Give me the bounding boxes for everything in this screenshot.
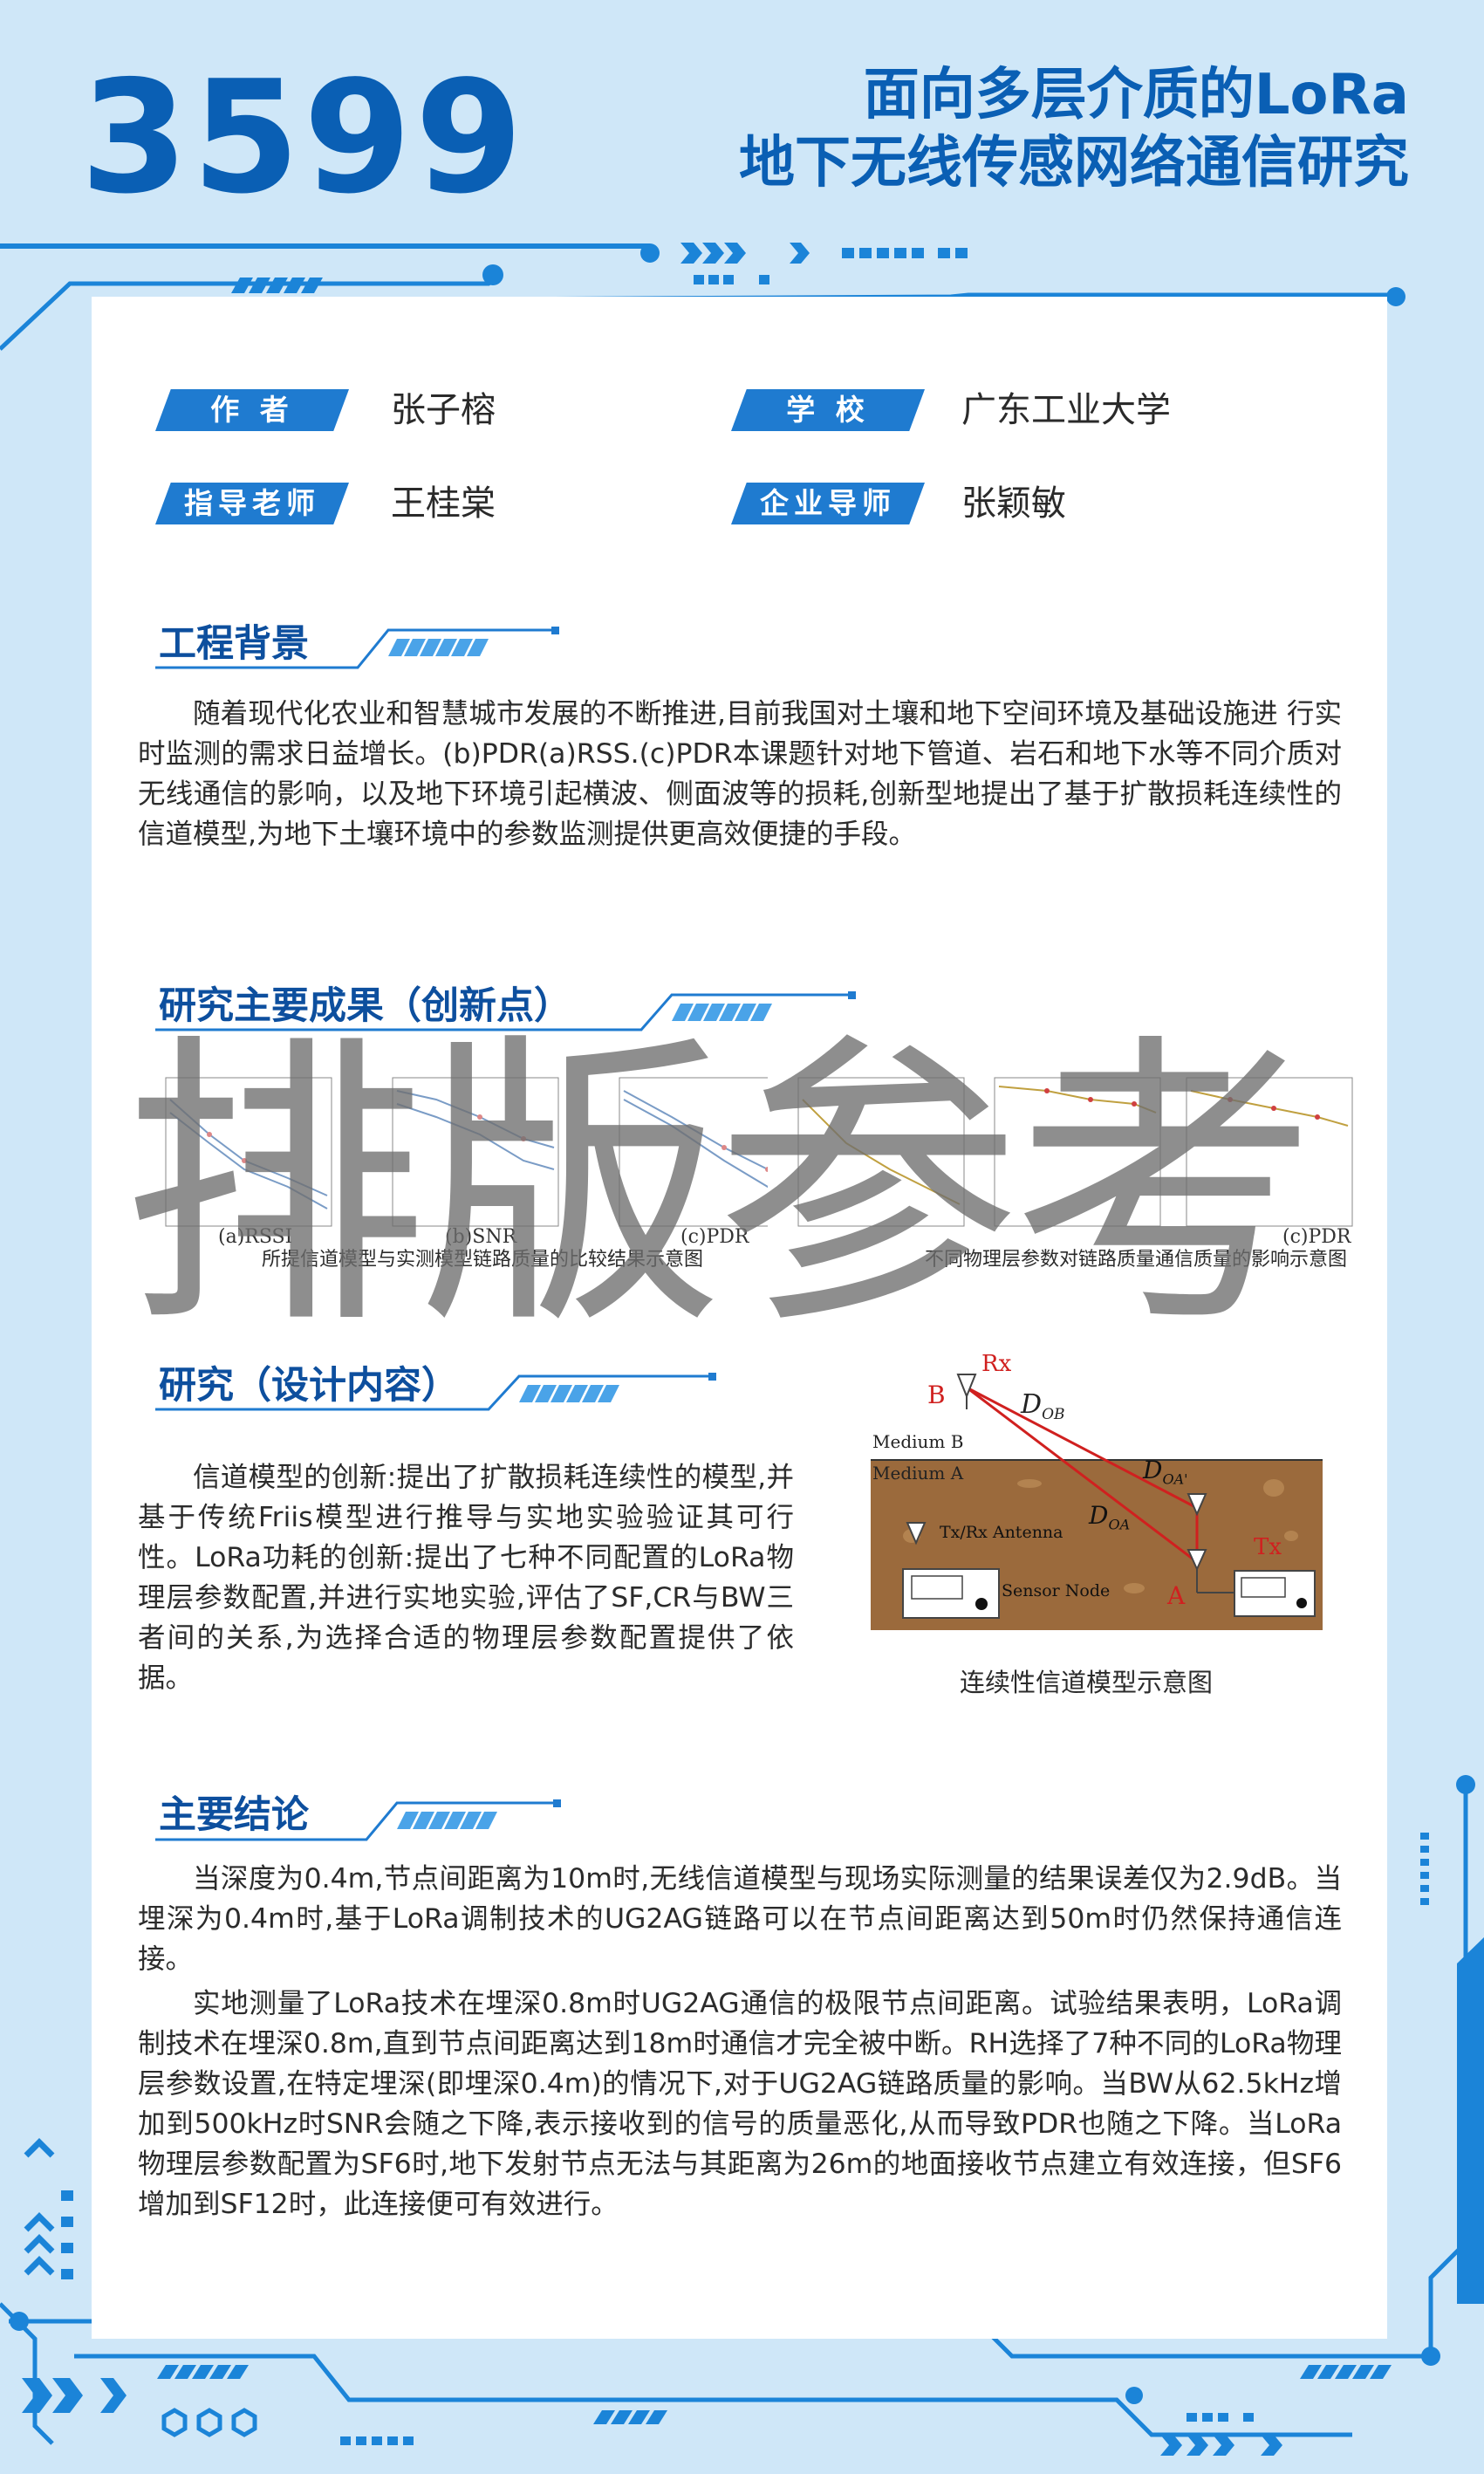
chart-label-a: (a)RSSI — [218, 1226, 293, 1248]
section-title-conclusion: 主要结论 — [159, 1793, 309, 1837]
results-figure-left: (a)RSSI (b)SNR (c)PDR 所提信道模型与实测模型链路质量的比较… — [131, 1065, 829, 1271]
school-tag: 学 校 — [731, 389, 925, 431]
chart-label-b: (b)SNR — [445, 1226, 517, 1248]
mentor-tag: 企业导师 — [731, 483, 925, 524]
title-line-1: 面向多层介质的LoRa — [863, 63, 1409, 127]
label-point-b: B — [927, 1381, 946, 1409]
chart-label-c: (c)PDR — [680, 1226, 749, 1248]
label-d-oa-sub: OA — [1108, 1516, 1131, 1533]
results-chart-right-svg — [797, 1077, 1353, 1227]
label-medium-a: Medium A — [872, 1463, 964, 1484]
background-paragraph: 随着现代化农业和智慧城市发展的不断推进,目前我国对土壤和地下空间环境及基础设施进… — [138, 698, 1342, 850]
conclusion-paragraph-1: 当深度为0.4m,节点间距离为10m时,无线信道模型与现场实际测量的结果误差仅为… — [138, 1863, 1342, 1975]
mentor-name: 张颖敏 — [961, 483, 1066, 524]
label-d-ob: DOB — [1021, 1389, 1065, 1423]
chart-label-c2: (c)PDR — [1282, 1226, 1351, 1248]
advisor-name: 王桂棠 — [391, 483, 496, 524]
school-name: 广东工业大学 — [961, 390, 1171, 430]
results-caption-right: 不同物理层参数对链路质量通信质量的影响示意图 — [925, 1249, 1348, 1271]
label-d-oa: DOA — [1089, 1501, 1130, 1533]
design-paragraph: 信道模型的创新:提出了扩散损耗连续性的模型,并基于传统Friis模型进行推导与实… — [138, 1462, 794, 1694]
diagram-caption: 连续性信道模型示意图 — [960, 1668, 1214, 1697]
label-d-oa-prime-sub: OA' — [1162, 1470, 1188, 1488]
poster-title: 面向多层介质的LoRa 地下无线传感网络通信研究 — [739, 61, 1409, 197]
results-caption-left: 所提信道模型与实测模型链路质量的比较结果示意图 — [262, 1249, 704, 1271]
label-d-ob-main: D — [1021, 1389, 1043, 1420]
section-title-background: 工程背景 — [159, 622, 309, 666]
label-antenna: Tx/Rx Antenna — [940, 1523, 1063, 1542]
author-tag: 作 者 — [155, 389, 349, 431]
poster-number: 3599 — [80, 47, 527, 228]
label-point-a: A — [1167, 1581, 1186, 1610]
conclusion-paragraph-2: 实地测量了LoRa技术在埋深0.8m时UG2AG通信的极限节点间距离。试验结果表… — [138, 1988, 1342, 2220]
section-title-design: 研究（设计内容） — [159, 1364, 459, 1408]
title-line-2: 地下无线传感网络通信研究 — [739, 131, 1409, 195]
label-d-oa-prime: DOA' — [1143, 1456, 1188, 1488]
label-d-oa-prime-main: D — [1143, 1456, 1163, 1484]
author-name: 张子榕 — [391, 390, 496, 430]
label-d-oa-main: D — [1089, 1501, 1109, 1530]
label-medium-b: Medium B — [872, 1431, 964, 1452]
label-tx: Tx — [1254, 1534, 1282, 1560]
label-sensor-node: Sensor Node — [1002, 1581, 1111, 1600]
label-d-ob-sub: OB — [1042, 1406, 1065, 1423]
watermark: 排版参考 — [122, 1009, 1317, 1365]
results-figure-right: (c)PDR 不同物理层参数对链路质量通信质量的影响示意图 — [768, 1065, 1361, 1271]
label-rx: Rx — [981, 1351, 1012, 1377]
section-title-results: 研究主要成果（创新点） — [159, 984, 571, 1028]
advisor-tag: 指导老师 — [155, 483, 349, 524]
